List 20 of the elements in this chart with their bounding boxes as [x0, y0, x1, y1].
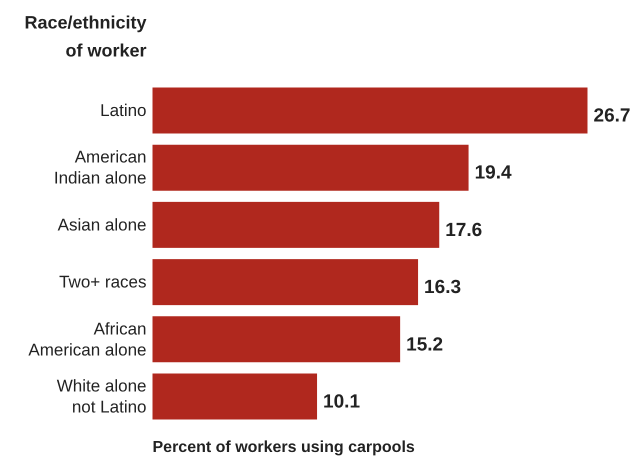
y-tick-label: Asian alone: [58, 215, 146, 234]
y-axis-title: Race/ethnicity of worker: [24, 12, 147, 60]
data-label: 26.7: [594, 106, 630, 126]
y-tick-label: White alone not Latino: [56, 376, 147, 416]
data-label: 10.1: [323, 392, 360, 412]
bar: [152, 259, 418, 306]
bar: [152, 374, 318, 420]
y-tick-label: Latino: [100, 101, 147, 120]
data-label: 16.3: [424, 277, 462, 298]
bar: [152, 202, 440, 248]
y-tick-label: American Indian alone: [54, 148, 147, 188]
x-axis-title: Percent of workers using carpools: [152, 439, 415, 456]
data-label: 17.6: [445, 220, 482, 241]
y-tick-label: Two+ races: [59, 272, 147, 292]
bar: [152, 88, 588, 134]
bar: [152, 144, 469, 191]
bar: [152, 316, 400, 362]
data-label: 19.4: [474, 162, 512, 184]
y-tick-label: African American alone: [28, 319, 147, 360]
data-label: 15.2: [406, 334, 444, 356]
